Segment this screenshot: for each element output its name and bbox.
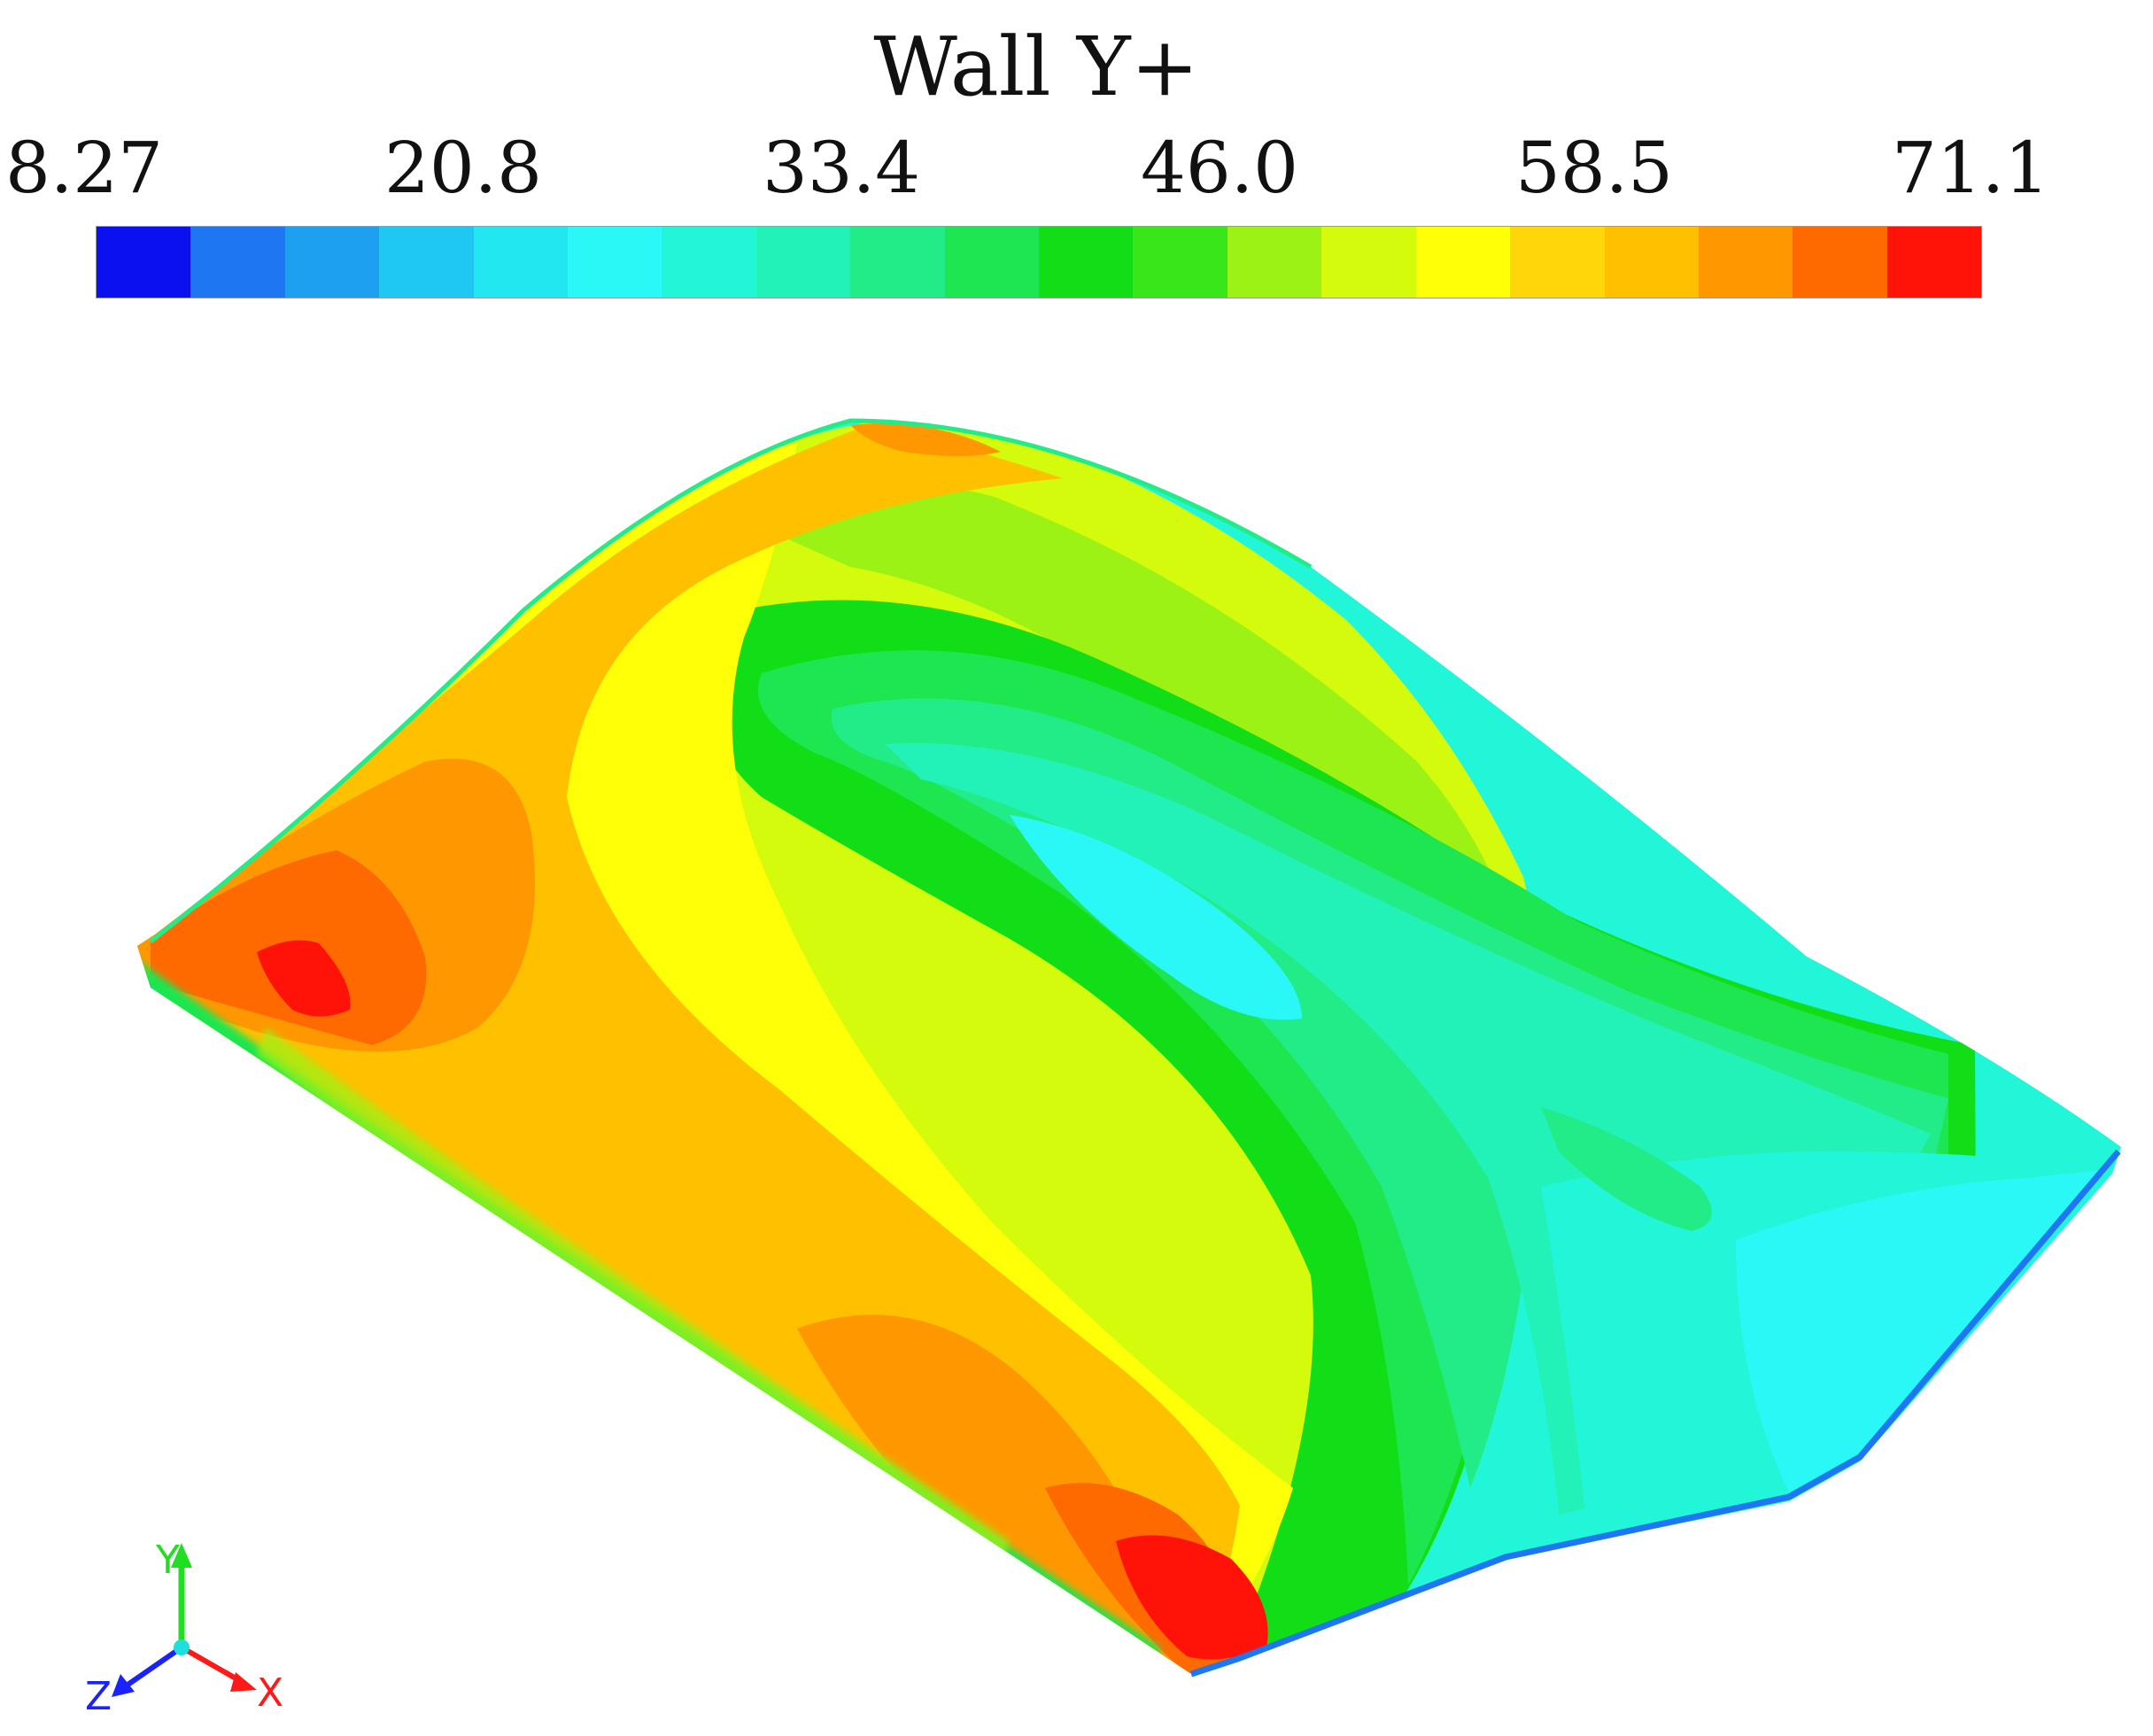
band-mint [831, 698, 1948, 1488]
region-mint-right [1541, 1107, 1712, 1231]
trailing-edge-line [1189, 1149, 2121, 1678]
hotspot-leading [257, 940, 351, 1017]
colorbar-swatch-2 [284, 227, 380, 298]
y-axis-arrowhead [171, 1543, 192, 1568]
colorbar-swatch-14 [1415, 227, 1511, 298]
colorbar-swatch-16 [1604, 227, 1699, 298]
colorbar [96, 226, 1982, 298]
legend-tick-min: 8.27 [4, 127, 164, 209]
colorbar-swatch-19 [1886, 227, 1982, 298]
colorbar-swatch-7 [755, 227, 851, 298]
colorbar-swatch-18 [1793, 227, 1887, 298]
colorbar-swatch-1 [190, 227, 285, 298]
colorbar-swatch-17 [1698, 227, 1793, 298]
legend-title: Wall Y+ [873, 19, 1199, 114]
z-axis-arrowhead [112, 1674, 135, 1697]
legend-tick-max: 71.1 [1891, 127, 2050, 209]
x-axis-arrowhead [230, 1672, 257, 1692]
colorbar-swatch-6 [662, 227, 756, 298]
colorbar-swatch-0 [97, 227, 191, 298]
band-orange-top [850, 423, 1001, 456]
colorbar-swatch-3 [379, 227, 474, 298]
legend-tick-4: 46.0 [1140, 127, 1299, 209]
legend-tick-2: 20.8 [383, 127, 543, 209]
legend-tick-3: 33.4 [762, 127, 921, 209]
colorbar-swatch-8 [850, 227, 945, 298]
hotspot-lower [1116, 1535, 1268, 1660]
colorbar-swatch-11 [1133, 227, 1228, 298]
region-cyan-center [1010, 815, 1302, 1020]
legend-tick-5: 58.5 [1514, 127, 1674, 209]
colorbar-swatch-13 [1321, 227, 1416, 298]
colorbar-swatch-12 [1227, 227, 1322, 298]
upper-edge-line [149, 418, 1313, 943]
colorbar-swatch-9 [944, 227, 1040, 298]
colorbar-swatch-4 [473, 227, 569, 298]
wing-surface [137, 421, 2121, 1674]
band-cyan [1736, 1169, 2108, 1492]
x-axis-line [180, 1645, 245, 1686]
colorbar-swatch-5 [568, 227, 662, 298]
colorbar-swatch-15 [1510, 227, 1605, 298]
axes-triad: Y X Z [85, 1538, 283, 1719]
x-axis-label: X [257, 1670, 283, 1716]
band-orange-mid [797, 1314, 1187, 1665]
triad-origin [174, 1639, 190, 1655]
z-axis-label: Z [85, 1674, 112, 1719]
z-axis-line [122, 1645, 183, 1690]
y-axis-label: Y [155, 1538, 180, 1583]
colorbar-swatch-10 [1039, 227, 1134, 298]
